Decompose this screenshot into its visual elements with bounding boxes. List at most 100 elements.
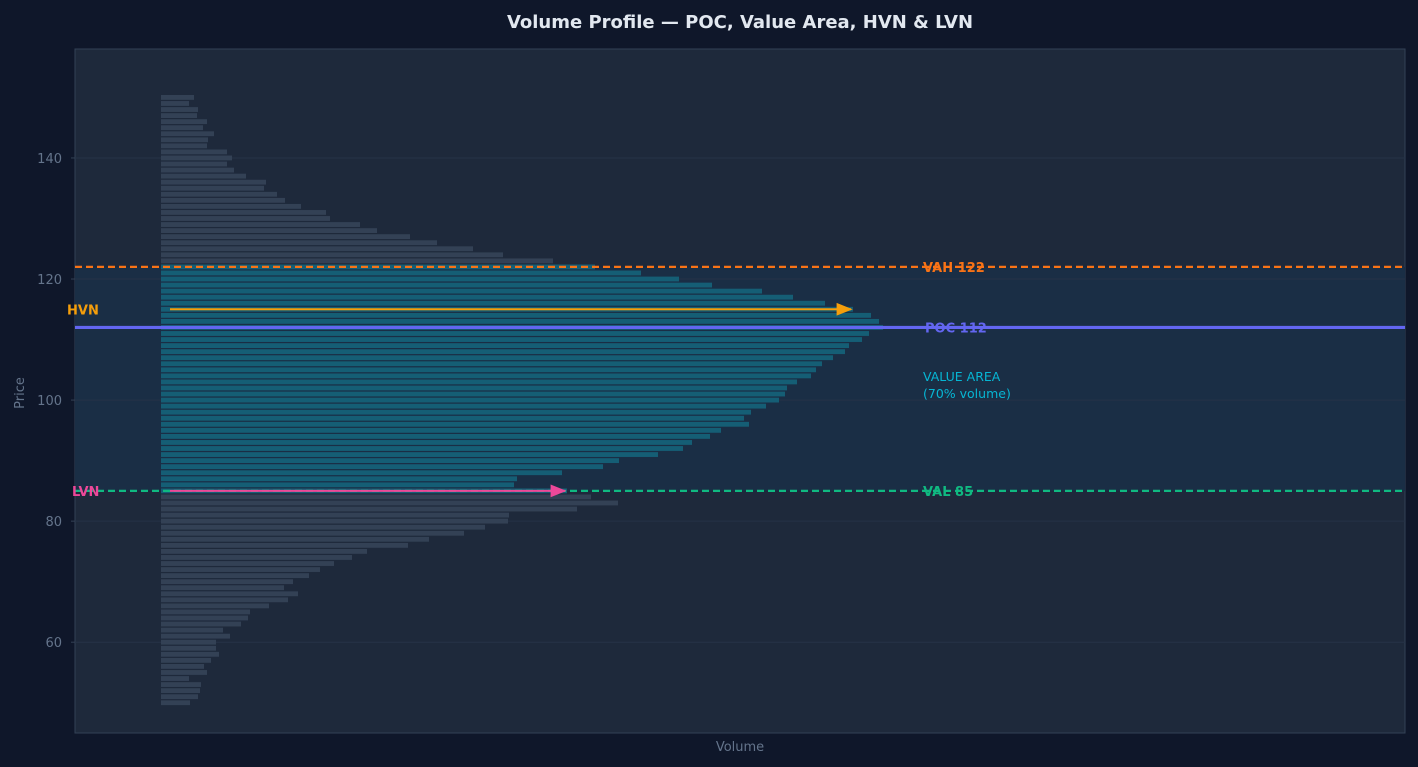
volume-bar (161, 331, 869, 336)
volume-bar (161, 421, 749, 427)
volume-bar (161, 633, 230, 639)
y-tick-label: 60 (45, 636, 62, 651)
chart-title: Volume Profile — POC, Value Area, HVN & … (507, 12, 973, 33)
volume-bar (161, 464, 603, 470)
volume-bar (161, 107, 198, 112)
volume-bar (161, 446, 683, 451)
volume-bar (161, 167, 234, 173)
volume-bar (161, 694, 198, 700)
volume-bar (161, 318, 879, 324)
volume-bar (161, 621, 241, 627)
volume-bar (161, 288, 762, 294)
volume-bar (161, 688, 200, 694)
volume-bar (161, 173, 246, 179)
volume-bar (161, 700, 190, 706)
volume-bar (161, 228, 377, 234)
volume-bar (161, 294, 793, 300)
poc-label: POC 112 (925, 321, 987, 336)
volume-bar (161, 282, 712, 288)
volume-bar (161, 530, 464, 536)
y-tick-label: 120 (37, 273, 62, 288)
volume-bar (161, 427, 721, 433)
volume-bar (161, 349, 845, 355)
volume-bar (161, 367, 816, 373)
volume-bar (161, 95, 194, 100)
hvn-label: HVN (67, 303, 99, 318)
volume-bar (161, 361, 822, 367)
volume-bar (161, 337, 862, 342)
volume-bar (161, 494, 591, 500)
volume-bar (161, 500, 618, 506)
volume-bar (161, 415, 744, 421)
volume-bar (161, 470, 562, 476)
volume-bar (161, 476, 517, 482)
volume-bar (161, 409, 751, 415)
volume-bar (161, 131, 214, 137)
volume-bar (161, 597, 288, 603)
volume-bar (161, 512, 509, 518)
volume-bar (161, 627, 223, 633)
volume-bar (161, 452, 658, 457)
volume-bar (161, 657, 211, 663)
lvn-label: LVN (72, 485, 99, 500)
volume-bar (161, 222, 360, 227)
volume-bar (161, 373, 811, 379)
volume-bar (161, 482, 514, 488)
volume-bar (161, 125, 203, 131)
volume-bar (161, 137, 208, 143)
volume-bar (161, 506, 577, 512)
volume-bar (161, 555, 352, 560)
volume-bar (161, 663, 204, 669)
vah-label: VAH 122 (923, 261, 985, 276)
y-tick-label: 140 (37, 152, 62, 167)
volume-bar (161, 216, 330, 221)
volume-bar (161, 101, 189, 106)
volume-bar (161, 639, 216, 645)
volume-bar (161, 682, 201, 687)
volume-bar (161, 343, 849, 349)
volume-bar (161, 191, 277, 197)
volume-bar (161, 355, 833, 361)
val-label: VAL 85 (923, 485, 973, 500)
volume-bar (161, 119, 207, 125)
volume-bar (161, 312, 871, 318)
volume-bar (161, 603, 269, 609)
volume-bar (161, 203, 301, 209)
y-tick-label: 80 (45, 515, 62, 530)
volume-bar (161, 518, 508, 524)
volume-bar (161, 197, 285, 203)
volume-bar (161, 179, 266, 185)
volume-bar (161, 246, 473, 252)
volume-bar (161, 567, 320, 572)
volume-bar (161, 113, 197, 118)
volume-bar (161, 458, 619, 464)
volume-bar (161, 676, 189, 681)
volume-bar (161, 258, 553, 264)
y-axis-ticks: 60 80 100 120 140 (37, 152, 75, 651)
volume-bar (161, 440, 692, 445)
volume-bar (161, 609, 250, 615)
volume-bar (161, 579, 293, 585)
volume-bar (161, 615, 248, 621)
value-area-sublabel: (70% volume) (923, 386, 1011, 401)
volume-bar (161, 379, 797, 385)
volume-bar (161, 433, 710, 439)
volume-bar (161, 210, 326, 215)
volume-bar (161, 670, 207, 675)
y-axis-label: Price (13, 377, 28, 409)
volume-bar (161, 385, 787, 391)
volume-bar (161, 252, 503, 258)
volume-bar (161, 270, 641, 276)
volume-bar (161, 276, 679, 282)
volume-bar (161, 300, 825, 306)
volume-bar (161, 234, 410, 240)
value-area-label: VALUE AREA (923, 369, 1001, 384)
volume-bar (161, 155, 232, 161)
volume-bar (161, 651, 219, 657)
volume-bar (161, 391, 785, 397)
volume-bar (161, 591, 298, 597)
volume-bar (161, 536, 429, 542)
volume-bar (161, 585, 284, 591)
volume-bar (161, 143, 207, 149)
